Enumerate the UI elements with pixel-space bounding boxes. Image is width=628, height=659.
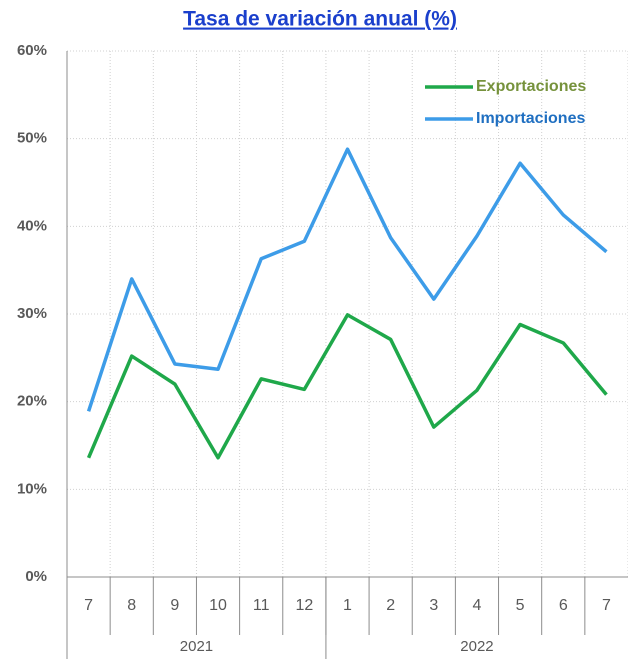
line-series [86,147,608,412]
x-tick-label: 6 [559,597,568,614]
x-tick-label: 1 [343,597,352,614]
x-tick-label: 4 [473,597,482,614]
x-tick-label: 9 [170,597,179,614]
x-tick-label: 12 [295,597,313,614]
x-tick-label: 2 [386,597,395,614]
y-tick-label: 10% [17,480,47,497]
line-series [86,313,608,460]
legend-label: Exportaciones [476,78,586,95]
x-tick-label: 7 [84,597,93,614]
x-tick-label: 8 [127,597,136,614]
chart-title: Tasa de variación anual (%) [183,8,457,31]
group-label: 2022 [460,638,493,655]
x-tick-label: 3 [429,597,438,614]
y-tick-label: 60% [17,42,47,59]
y-tick-label: 30% [17,305,47,322]
x-tick-label: 11 [253,597,270,614]
y-tick-label: 40% [17,217,47,234]
x-tick-label: 10 [209,597,227,614]
y-tick-label: 20% [17,393,47,410]
y-tick-label: 0% [25,568,47,585]
legend-label: Importaciones [476,110,585,127]
y-tick-label: 50% [17,130,47,147]
x-tick-label: 5 [516,597,525,614]
group-label: 2021 [180,638,213,655]
x-tick-label: 7 [602,597,611,614]
